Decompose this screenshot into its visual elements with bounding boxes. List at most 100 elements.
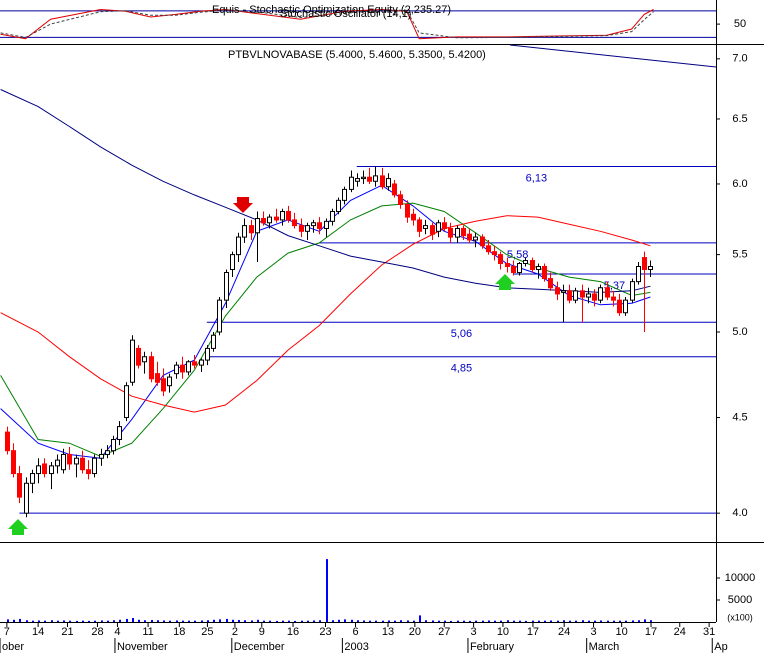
candle-body xyxy=(242,225,247,238)
candle-body xyxy=(548,278,553,289)
candle-body xyxy=(430,225,435,235)
candle-body xyxy=(30,473,35,484)
candle-body xyxy=(117,426,122,440)
month-label: Ap xyxy=(714,641,727,653)
candle-body xyxy=(299,225,304,232)
series-line xyxy=(0,89,651,293)
month-label: ober xyxy=(2,641,24,653)
candle-body xyxy=(455,227,460,238)
volume-bar xyxy=(563,620,565,622)
candle-body xyxy=(530,260,535,271)
y-tick-label: 50 xyxy=(734,18,746,30)
volume-bar xyxy=(151,620,153,622)
y-tick-label: 5.5 xyxy=(732,249,747,261)
candle-body xyxy=(592,293,597,301)
candle-body xyxy=(155,373,160,383)
volume-bar xyxy=(126,618,128,622)
month-label: 2003 xyxy=(344,641,368,653)
volume-bar xyxy=(413,620,415,622)
candle-body xyxy=(498,254,503,265)
volume-bar xyxy=(500,620,502,622)
level-label: 4,85 xyxy=(451,363,472,375)
volume-bar xyxy=(132,618,134,622)
candle-body xyxy=(398,194,403,206)
volume-bar xyxy=(432,620,434,622)
candle-body xyxy=(561,290,566,293)
volume-bar xyxy=(369,620,371,622)
volume-bar xyxy=(94,620,96,622)
candle-body xyxy=(605,287,610,298)
candle-body xyxy=(42,463,47,475)
candle-body xyxy=(199,359,204,366)
candle-body xyxy=(586,293,591,298)
volume-bar xyxy=(51,620,53,622)
x-tick-label: 6 xyxy=(352,626,358,638)
volume-bar xyxy=(294,620,296,622)
volume-bar xyxy=(251,620,253,622)
volume-bar xyxy=(194,620,196,622)
candle-body xyxy=(305,225,310,232)
volume-bar xyxy=(463,620,465,622)
volume-bar xyxy=(488,620,490,622)
plot-layer: 507.06.56.05.55.04.54.06,135,585,375,064… xyxy=(0,8,755,653)
candle-body xyxy=(567,290,572,301)
volume-bar xyxy=(600,620,602,622)
candle-body xyxy=(623,299,628,314)
y-tick-label: 6.0 xyxy=(732,178,747,190)
volume-bar xyxy=(319,620,321,622)
candle-body xyxy=(617,299,622,314)
volume-bar xyxy=(644,619,646,622)
x-tick-label: 21 xyxy=(61,626,73,638)
x-tick-label: 13 xyxy=(382,626,394,638)
volume-bar xyxy=(532,620,534,622)
volume-bar xyxy=(63,620,65,622)
x-tick-label: 2 xyxy=(232,626,238,638)
volume-bar xyxy=(107,620,109,622)
candle-body xyxy=(317,222,322,229)
volume-bar xyxy=(357,620,359,622)
volume-bar xyxy=(632,620,634,622)
volume-bar xyxy=(276,620,278,622)
volume-bar xyxy=(494,620,496,622)
x-tick-label: 14 xyxy=(32,626,44,638)
volume-bar xyxy=(19,618,21,622)
volume-bar xyxy=(575,620,577,622)
level-label: 6,13 xyxy=(526,172,547,184)
candle-body xyxy=(124,385,129,419)
x-tick-label: 7 xyxy=(4,626,10,638)
candle-body xyxy=(555,287,560,295)
candle-body xyxy=(461,227,466,237)
volume-bar xyxy=(519,620,521,622)
volume-bar xyxy=(269,620,271,622)
x-tick-label: 18 xyxy=(173,626,185,638)
level-label: 5,06 xyxy=(451,328,472,340)
candle-body xyxy=(205,347,210,361)
x-tick-label: 17 xyxy=(645,626,657,638)
candle-body xyxy=(136,347,141,366)
candle-body xyxy=(161,378,166,392)
candle-body xyxy=(417,219,422,232)
x-tick-label: 4 xyxy=(114,626,120,638)
volume-bar xyxy=(582,620,584,622)
candle-body xyxy=(361,176,366,180)
month-label: December xyxy=(234,641,285,653)
candle-body xyxy=(5,431,10,452)
volume-bar xyxy=(588,620,590,622)
volume-unit: (x100) xyxy=(727,612,753,622)
volume-bar xyxy=(238,620,240,622)
x-tick-label: 3 xyxy=(590,626,596,638)
series-line xyxy=(0,9,654,39)
volume-bar xyxy=(101,620,103,622)
volume-bar xyxy=(244,620,246,622)
candle-body xyxy=(342,188,347,201)
y-tick-label: 5.0 xyxy=(732,326,747,338)
volume-bar xyxy=(88,620,90,622)
candle-body xyxy=(261,218,266,224)
x-tick-label: 17 xyxy=(527,626,539,638)
volume-bar xyxy=(557,620,559,622)
candle-body xyxy=(505,263,510,268)
month-label: February xyxy=(470,641,515,653)
volume-bar xyxy=(394,620,396,622)
candle-body xyxy=(336,199,341,212)
